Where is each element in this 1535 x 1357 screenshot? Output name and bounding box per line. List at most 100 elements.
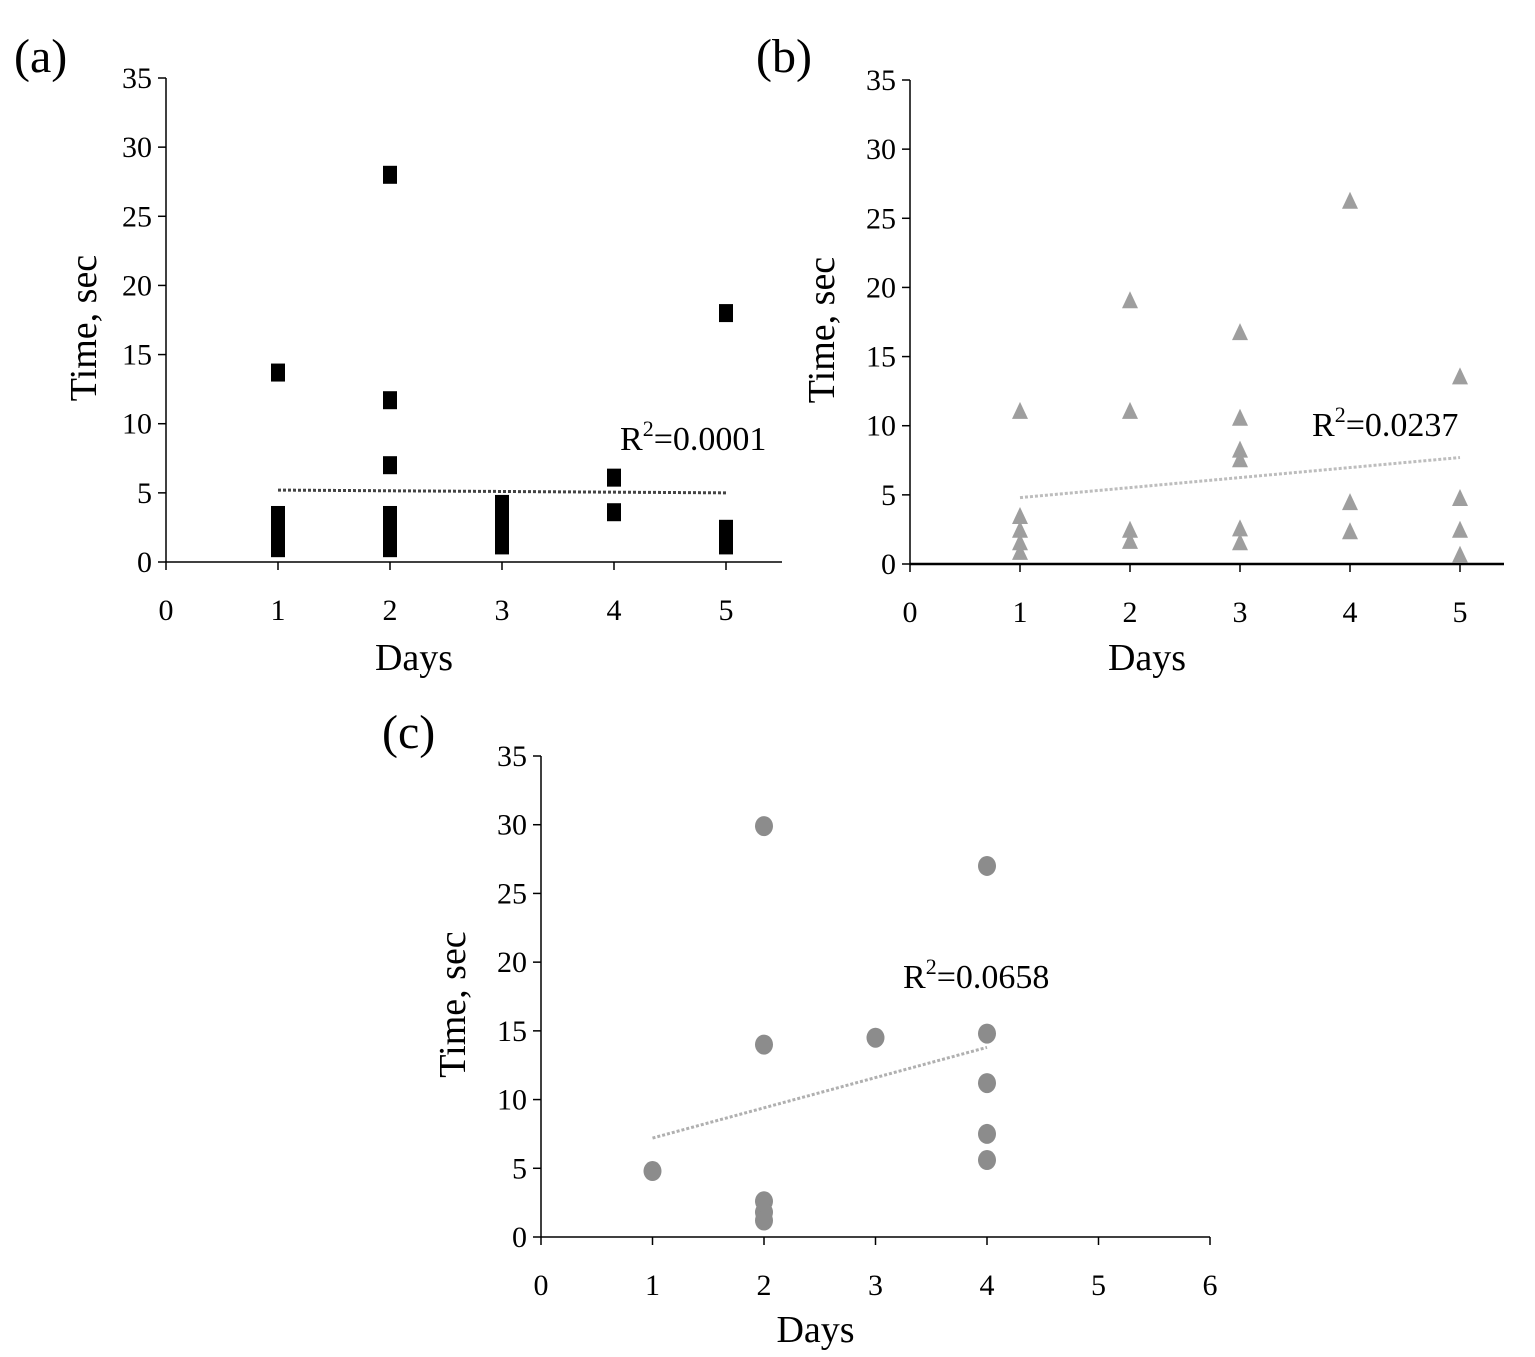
x-axis-label: Days [776,1309,854,1351]
y-tick-label: 35 [122,62,152,95]
data-point-square [719,304,733,323]
r-squared-value: =0.0237 [1346,407,1459,444]
y-tick-label: 25 [122,200,152,233]
r-squared-prefix: R [903,959,926,996]
data-point-triangle [1342,522,1358,540]
data-point-triangle [1012,533,1028,551]
r-squared-value: =0.0001 [654,421,767,458]
data-point-triangle [1232,440,1248,458]
r-squared-superscript: 2 [926,954,937,979]
data-point-square [383,165,397,184]
y-tick-label: 15 [497,1015,527,1048]
y-tick-label: 10 [497,1084,527,1117]
data-point-triangle [1122,291,1138,309]
data-point-triangle [1452,545,1468,563]
data-point-triangle [1342,493,1358,511]
data-point-circle [755,1210,773,1231]
x-tick-label: 0 [534,1269,549,1302]
data-point-triangle [1012,542,1028,560]
x-tick-label: 1 [1013,596,1028,629]
data-point-circle [978,1150,996,1171]
x-tick-label: 0 [159,594,174,627]
data-point-triangle [1232,519,1248,537]
r-squared-prefix: R [620,421,643,458]
y-tick-label: 10 [122,408,152,441]
y-tick-label: 15 [866,341,896,374]
data-point-triangle [1232,323,1248,341]
y-tick-label: 30 [497,809,527,842]
data-point-circle [978,1123,996,1144]
x-tick-label: 2 [1123,596,1138,629]
trendline [652,1045,988,1140]
y-tick-label: 20 [866,271,896,304]
panel-label: (c) [382,706,435,759]
data-point-square [607,503,621,522]
y-tick-label: 5 [512,1152,527,1185]
x-tick-label: 4 [607,594,622,627]
data-point-circle [978,1073,996,1094]
r-squared-superscript: 2 [643,416,654,441]
y-tick-label: 5 [137,477,152,510]
panel-label: (b) [756,30,812,83]
panel-label: (a) [14,30,67,83]
x-tick-label: 4 [1343,596,1358,629]
data-point-triangle [1342,191,1358,209]
x-tick-label: 0 [903,596,918,629]
data-point-triangle [1012,401,1028,419]
x-tick-label: 2 [757,1269,772,1302]
y-tick-label: 30 [866,133,896,166]
y-tick-label: 15 [122,339,152,372]
data-point-square [719,536,733,555]
x-axis-label: Days [1108,637,1186,679]
y-tick-label: 0 [137,546,152,579]
y-axis-label: Time, sec [801,257,843,403]
x-tick-label: 6 [1203,1269,1218,1302]
x-axis-label: Days [375,637,453,679]
data-point-circle [755,816,773,837]
data-point-triangle [1452,367,1468,385]
data-point-square [607,468,621,487]
x-tick-label: 5 [719,594,734,627]
r-squared-label: R2=0.0001 [620,416,766,458]
x-tick-label: 4 [980,1269,995,1302]
data-point-triangle [1232,408,1248,426]
trendline [277,488,727,495]
x-tick-label: 3 [868,1269,883,1302]
data-point-triangle [1122,520,1138,538]
y-axis-label: Time, sec [432,931,474,1077]
data-point-triangle [1232,450,1248,468]
data-point-circle [755,1034,773,1055]
y-tick-label: 25 [497,877,527,910]
x-tick-label: 3 [495,594,510,627]
x-tick-label: 5 [1453,596,1468,629]
r-squared-superscript: 2 [1335,402,1346,427]
data-point-triangle [1012,506,1028,524]
data-point-square [383,456,397,475]
data-point-circle [978,1023,996,1044]
data-point-triangle [1452,520,1468,538]
y-tick-label: 20 [497,946,527,979]
data-point-triangle [1232,533,1248,551]
data-point-square [271,363,285,382]
data-point-square [383,391,397,410]
x-tick-label: 5 [1091,1269,1106,1302]
x-tick-label: 1 [645,1269,660,1302]
r-squared-label: R2=0.0658 [903,954,1049,996]
r-squared-label: R2=0.0237 [1312,402,1458,444]
y-tick-label: 20 [122,269,152,302]
x-tick-label: 1 [271,594,286,627]
data-point-circle [978,855,996,876]
trendline [1019,456,1461,500]
data-point-triangle [1122,531,1138,549]
data-point-circle [866,1027,885,1048]
r-squared-prefix: R [1312,407,1335,444]
data-point-circle [643,1161,662,1182]
r-squared-value: =0.0658 [937,959,1050,996]
y-tick-label: 30 [122,131,152,164]
y-tick-label: 0 [512,1221,527,1254]
y-tick-label: 5 [881,479,896,512]
